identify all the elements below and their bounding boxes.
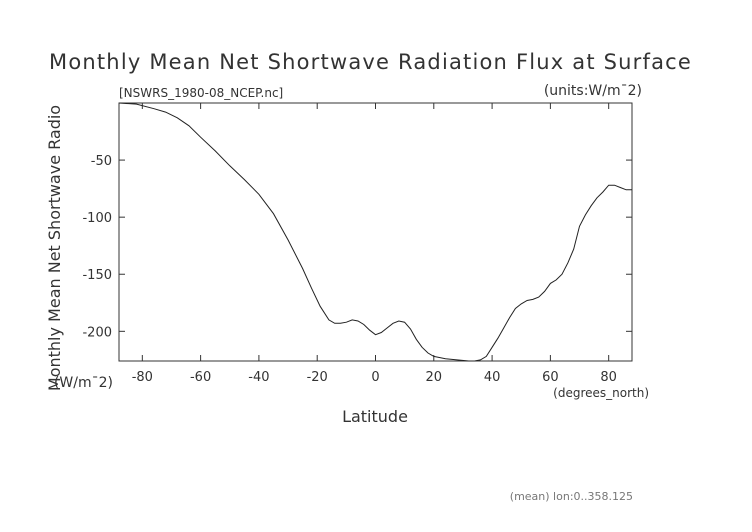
x-tick-label: 40	[484, 370, 501, 385]
x-axis-units: (degrees_north)	[553, 386, 649, 400]
x-tick-label: -40	[248, 370, 269, 385]
y-axis-label: Monthly Mean Net Shortwave Radio	[45, 105, 64, 391]
y-axis-ticks: -50 -100 -150 -200	[82, 154, 632, 340]
chart-title: Monthly Mean Net Shortwave Radiation Flu…	[49, 50, 692, 74]
x-tick-label: -60	[190, 370, 211, 385]
y-axis-units: (W/m¯2)	[54, 375, 113, 391]
x-axis-label: Latitude	[342, 407, 408, 426]
series-line	[118, 102, 632, 362]
x-axis-ticks: -80 -60 -40 -20 0 20 40 60 80	[132, 103, 617, 385]
source-file-label: [NSWRS_1980-08_NCEP.nc]	[119, 86, 283, 100]
x-tick-label: -80	[132, 370, 153, 385]
x-tick-label: 0	[371, 370, 379, 385]
y-tick-label: -100	[82, 211, 112, 226]
units-note: (units:W/m¯2)	[544, 83, 642, 99]
x-tick-label: 80	[600, 370, 617, 385]
footer-note: (mean) lon:0..358.125	[510, 490, 633, 503]
x-tick-label: 20	[426, 370, 443, 385]
y-tick-label: -50	[91, 154, 112, 169]
y-tick-label: -150	[82, 268, 112, 283]
x-tick-label: 60	[542, 370, 559, 385]
plot-frame	[118, 102, 633, 362]
x-tick-label: -20	[307, 370, 328, 385]
y-tick-label: -200	[82, 325, 112, 340]
